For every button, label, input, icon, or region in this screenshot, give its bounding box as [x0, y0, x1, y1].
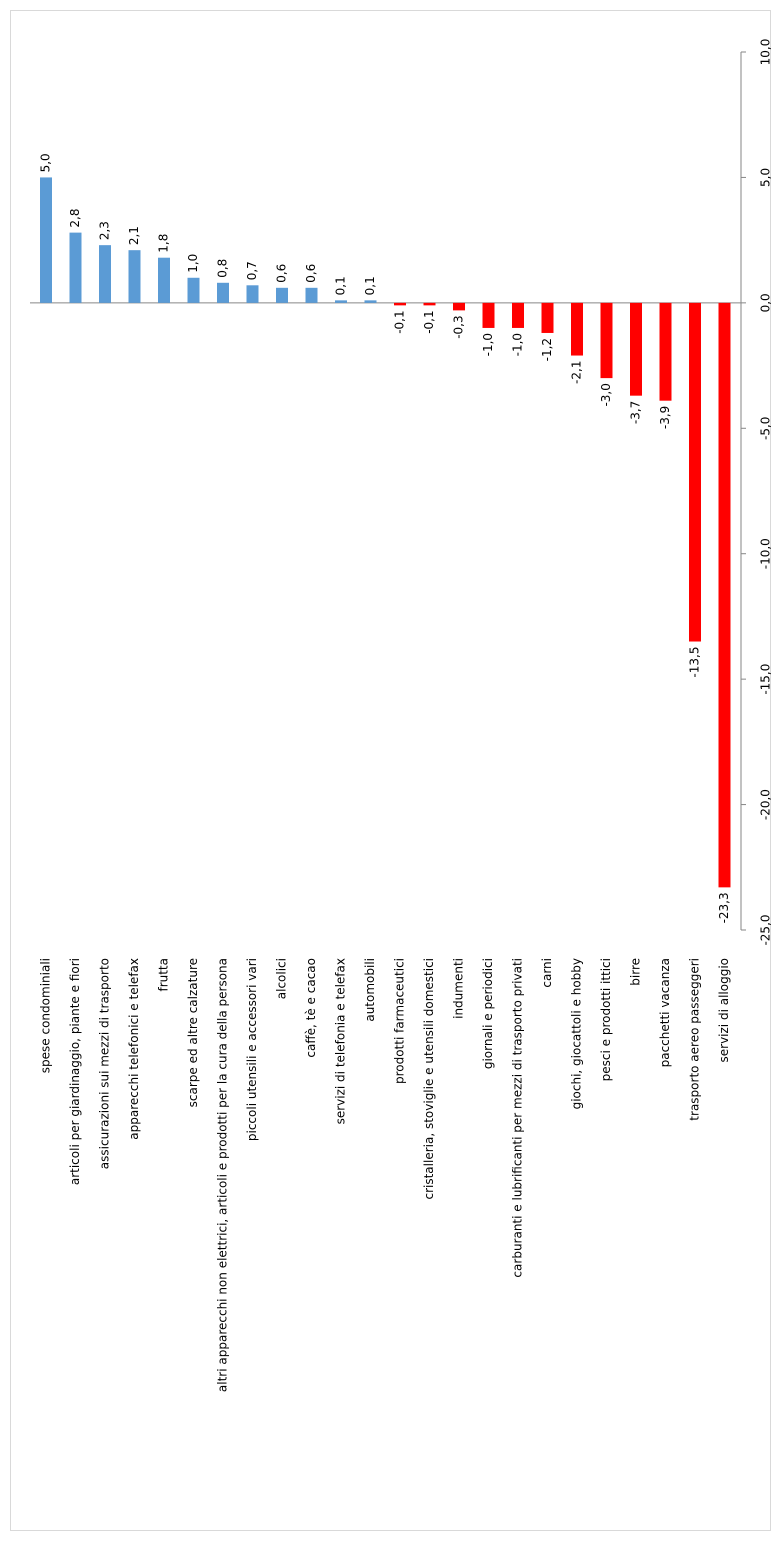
bar [541, 302, 554, 333]
data-label: -1,0 [511, 333, 525, 356]
category-label: caffè, tè e cacao [304, 958, 318, 1058]
data-label: 1,8 [157, 234, 171, 253]
bar [69, 232, 82, 303]
bar [571, 302, 583, 356]
bar [305, 287, 318, 303]
category-label: apparecchi telefonici e telefax [127, 958, 141, 1140]
chart-frame [10, 10, 771, 1531]
bar [630, 302, 642, 396]
bar [453, 302, 465, 311]
category-label: carni [540, 958, 554, 988]
bar [423, 302, 436, 306]
category-label: scarpe ed altre calzature [186, 958, 200, 1107]
category-label: giornali e periodici [481, 958, 495, 1069]
y-tick-label: 0,0 [759, 293, 773, 312]
category-label: frutta [157, 958, 171, 992]
category-label: birre [629, 958, 643, 986]
data-label: -1,0 [481, 333, 495, 356]
data-label: 5,0 [39, 153, 53, 172]
y-tick-label: -15,0 [759, 664, 773, 695]
category-label: articoli per giardinaggio, piante e fior… [68, 958, 82, 1185]
bar [276, 287, 288, 303]
data-label: -23,3 [717, 892, 731, 923]
category-label: cristalleria, stoviglie e utensili domes… [422, 958, 436, 1200]
bar [128, 250, 141, 303]
category-label: trasporto aereo passeggeri [688, 958, 702, 1121]
category-label: prodotti farmaceutici [393, 958, 407, 1084]
bar [512, 302, 524, 328]
data-label: 0,1 [363, 276, 377, 295]
category-label: indumenti [452, 958, 466, 1019]
category-label: servizi di telefonia e telefax [334, 958, 348, 1124]
data-label: -3,0 [599, 383, 613, 406]
category-label: pacchetti vacanza [658, 958, 672, 1067]
y-tick-label: 10,0 [759, 39, 773, 66]
category-label: spese condominiali [39, 958, 53, 1073]
data-label: -1,2 [540, 338, 554, 361]
category-label: assicurazioni sui mezzi di trasporto [98, 958, 112, 1169]
data-label: -0,1 [422, 310, 436, 333]
data-label: 0,8 [216, 259, 230, 278]
category-label: pesci e prodotti ittici [599, 958, 613, 1081]
bar [718, 302, 731, 888]
data-label: 2,8 [68, 209, 82, 228]
bar [158, 257, 170, 303]
bar [689, 302, 701, 642]
bar [364, 300, 377, 303]
data-label: -3,7 [629, 401, 643, 424]
data-label: -2,1 [570, 361, 584, 384]
data-label: -0,1 [393, 310, 407, 333]
category-label: piccoli utensili e accessori vari [245, 958, 259, 1141]
data-label: 0,7 [245, 261, 259, 280]
category-label: alcolici [275, 958, 289, 999]
data-label: -13,5 [688, 647, 702, 678]
bar [187, 277, 200, 303]
y-tick-label: -5,0 [759, 417, 773, 440]
category-label: giochi, giocattoli e hobby [570, 958, 584, 1109]
bar [482, 302, 495, 328]
data-label: 2,1 [127, 226, 141, 245]
bar [394, 302, 406, 306]
category-label: carburanti e lubrificanti per mezzi di t… [511, 958, 525, 1278]
category-label: servizi di alloggio [717, 958, 731, 1063]
bar [217, 282, 229, 303]
bar [99, 245, 111, 303]
y-tick-label: 5,0 [759, 168, 773, 187]
bar [659, 302, 672, 401]
bar [600, 302, 613, 379]
data-label: 1,0 [186, 254, 200, 273]
y-tick-label: -10,0 [759, 538, 773, 569]
bar [246, 285, 259, 303]
data-label: -3,9 [658, 406, 672, 429]
bar [335, 300, 347, 303]
y-tick-label: -20,0 [759, 789, 773, 820]
category-label: automobili [363, 958, 377, 1022]
bar [40, 177, 52, 303]
data-label: 0,1 [334, 276, 348, 295]
data-label: 0,6 [275, 264, 289, 283]
data-label: -0,3 [452, 315, 466, 338]
data-label: 0,6 [304, 264, 318, 283]
y-tick-label: -25,0 [759, 914, 773, 945]
data-label: 2,3 [98, 221, 112, 240]
category-label: altri apparecchi non elettrici, articoli… [216, 958, 230, 1392]
